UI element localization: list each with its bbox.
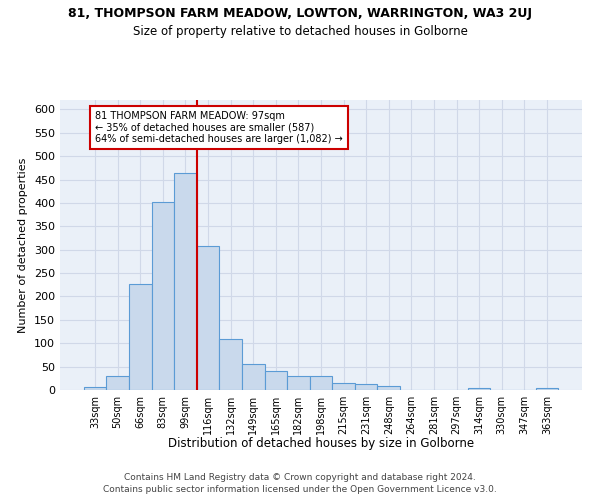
Bar <box>332 384 355 390</box>
Bar <box>174 174 197 390</box>
Bar <box>242 364 265 390</box>
Y-axis label: Number of detached properties: Number of detached properties <box>19 158 28 332</box>
Bar <box>152 202 174 390</box>
Text: Size of property relative to detached houses in Golborne: Size of property relative to detached ho… <box>133 25 467 38</box>
Bar <box>287 376 310 390</box>
Bar <box>129 284 152 390</box>
Bar <box>220 338 242 390</box>
Bar <box>536 388 558 390</box>
Text: Contains HM Land Registry data © Crown copyright and database right 2024.: Contains HM Land Registry data © Crown c… <box>124 472 476 482</box>
Bar <box>106 376 129 390</box>
Text: 81 THOMPSON FARM MEADOW: 97sqm
← 35% of detached houses are smaller (587)
64% of: 81 THOMPSON FARM MEADOW: 97sqm ← 35% of … <box>95 111 343 144</box>
Bar <box>84 386 106 390</box>
Bar <box>265 372 287 390</box>
Text: Contains public sector information licensed under the Open Government Licence v3: Contains public sector information licen… <box>103 485 497 494</box>
Bar <box>377 386 400 390</box>
Bar <box>310 376 332 390</box>
Text: Distribution of detached houses by size in Golborne: Distribution of detached houses by size … <box>168 438 474 450</box>
Bar <box>355 384 377 390</box>
Bar <box>468 388 490 390</box>
Bar <box>197 246 220 390</box>
Text: 81, THOMPSON FARM MEADOW, LOWTON, WARRINGTON, WA3 2UJ: 81, THOMPSON FARM MEADOW, LOWTON, WARRIN… <box>68 8 532 20</box>
